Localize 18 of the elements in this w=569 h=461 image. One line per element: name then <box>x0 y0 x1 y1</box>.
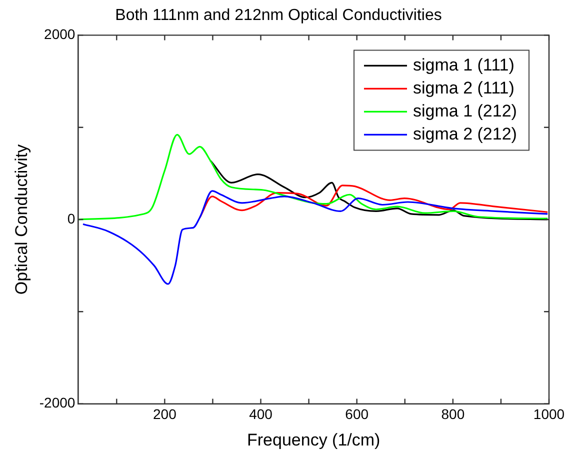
x-axis-title: Frequency (1/cm) <box>247 430 380 450</box>
y-axis-title: Optical Conductivity <box>12 144 31 295</box>
x-tick-label: 800 <box>441 406 465 422</box>
x-tick-label: 600 <box>345 406 369 422</box>
legend-label: sigma 2 (212) <box>413 124 517 144</box>
y-tick-label: 2000 <box>44 26 76 42</box>
x-tick-label: 200 <box>153 406 177 422</box>
y-tick-label: -2000 <box>39 394 76 411</box>
line-series <box>198 184 548 218</box>
y-tick-label: 0 <box>67 210 76 226</box>
chart-title: Both 111nm and 212nm Optical Conductivities <box>115 7 442 24</box>
legend-label: sigma 1 (111) <box>413 55 514 74</box>
x-tick-label: 1000 <box>533 406 565 422</box>
legend-label: sigma 2 (111) <box>413 78 514 98</box>
x-tick-label: 400 <box>249 406 273 422</box>
line-series <box>210 160 548 220</box>
line-series <box>82 190 548 285</box>
legend-label: sigma 1 (212) <box>413 101 517 120</box>
